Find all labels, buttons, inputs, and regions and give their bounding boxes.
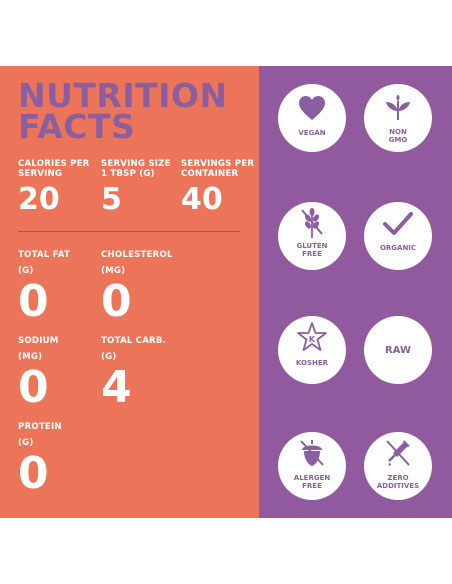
- badge-non-gmo: NON GMO: [364, 84, 432, 152]
- servings-value: 40: [181, 182, 223, 217]
- badge-gluten-free-label: GLUTEN FREE: [278, 242, 346, 258]
- protein-label: PROTEIN (G): [18, 422, 62, 448]
- leaves-icon: [386, 95, 410, 120]
- kosher-star-icon: K: [297, 322, 327, 351]
- page-title: NUTRITION FACTS: [18, 76, 228, 146]
- cholesterol-unit: (MG): [101, 266, 126, 276]
- badge-zero-additives-line1: ZERO: [387, 474, 409, 482]
- checkmark-icon: [383, 212, 413, 235]
- calories-value: 20: [18, 182, 60, 217]
- calories-label-line2: SERVING: [18, 169, 63, 179]
- badge-organic: ORGANIC: [364, 202, 432, 270]
- total-carb-label-text: TOTAL CARB.: [101, 336, 167, 346]
- badge-non-gmo-line2: GMO: [388, 136, 408, 144]
- serving-size-label-line1: SERVING SIZE: [101, 159, 171, 169]
- badge-alergen-free-line2: FREE: [302, 482, 322, 490]
- total-carb-label: TOTAL CARB. (G): [101, 336, 166, 362]
- servings-label-line2: CONTAINER: [181, 169, 239, 179]
- wheat-crossed-icon: [301, 208, 323, 238]
- nutrition-panel: [0, 66, 259, 518]
- serving-size-label: SERVING SIZE 1 TBSP (G): [101, 159, 171, 179]
- calories-label-line1: CALORIES PER: [18, 159, 90, 169]
- sodium-label-text: SODIUM: [18, 336, 59, 346]
- badge-non-gmo-line1: NON: [389, 128, 407, 136]
- total-fat-unit: (G): [18, 266, 34, 276]
- badge-raw: RAW: [364, 316, 432, 384]
- serving-size-label-line2: 1 TBSP (G): [101, 169, 155, 179]
- badge-kosher-label: KOSHER: [295, 359, 329, 367]
- cholesterol-value: 0: [101, 276, 132, 327]
- total-carb-unit: (G): [101, 352, 117, 362]
- badge-vegan: VEGAN: [278, 84, 346, 152]
- total-carb-value: 4: [101, 362, 132, 413]
- sodium-label: SODIUM (MG): [18, 336, 59, 362]
- title-line-1: NUTRITION: [18, 76, 228, 115]
- servings-label-line1: SERVINGS PER: [181, 159, 255, 169]
- protein-unit: (G): [18, 438, 34, 448]
- total-fat-label-text: TOTAL FAT: [18, 250, 71, 260]
- divider: [18, 231, 240, 232]
- badge-zero-additives-line2: ADDITIVES: [376, 482, 420, 490]
- title-line-2: FACTS: [18, 107, 136, 146]
- badge-zero-additives-label: ZERO ADDITIVES: [364, 474, 432, 490]
- servings-label: SERVINGS PER CONTAINER: [181, 159, 254, 179]
- sodium-value: 0: [18, 362, 49, 413]
- acorn-crossed-icon: [300, 440, 324, 466]
- badge-vegan-label: VEGAN: [298, 129, 326, 137]
- heart-icon: [299, 96, 325, 120]
- badge-raw-label: RAW: [384, 345, 412, 356]
- calories-label: CALORIES PER SERVING: [18, 159, 90, 179]
- badge-gluten-free-line1: GLUTEN: [296, 242, 328, 250]
- badge-gluten-free: GLUTEN FREE: [278, 202, 346, 270]
- badge-kosher: K KOSHER: [278, 316, 346, 384]
- total-fat-value: 0: [18, 276, 49, 327]
- svg-text:K: K: [309, 335, 316, 344]
- badge-alergen-free: ALERGEN FREE: [278, 432, 346, 500]
- badge-alergen-free-line1: ALERGEN: [293, 474, 331, 482]
- badge-alergen-free-label: ALERGEN FREE: [278, 474, 346, 490]
- badge-zero-additives: ZERO ADDITIVES: [364, 432, 432, 500]
- dropper-crossed-icon: [386, 440, 410, 466]
- total-fat-label: TOTAL FAT (G): [18, 250, 70, 276]
- badge-gluten-free-line2: FREE: [302, 250, 322, 258]
- cholesterol-label-text: CHOLESTEROL: [101, 250, 173, 260]
- sodium-unit: (MG): [18, 352, 43, 362]
- badge-non-gmo-label: NON GMO: [364, 128, 432, 144]
- protein-label-text: PROTEIN: [18, 422, 62, 432]
- protein-value: 0: [18, 448, 49, 499]
- cholesterol-label: CHOLESTEROL (MG): [101, 250, 173, 276]
- badge-organic-label: ORGANIC: [379, 244, 417, 252]
- serving-size-value: 5: [101, 182, 122, 217]
